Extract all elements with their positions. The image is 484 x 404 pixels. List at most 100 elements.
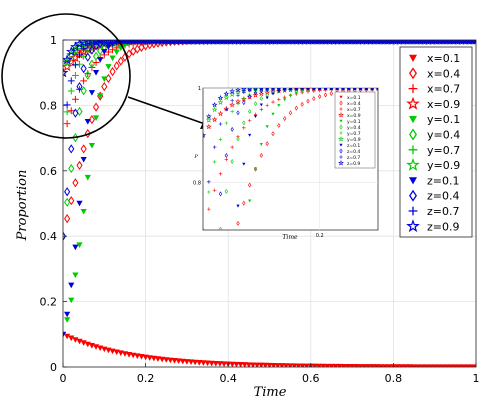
data-point — [97, 57, 104, 63]
data-point — [175, 40, 182, 45]
inset-data-point — [218, 191, 223, 197]
inset-data-point — [323, 88, 328, 91]
inset-data-point — [329, 88, 334, 91]
data-point — [105, 40, 112, 45]
data-point — [229, 40, 236, 45]
data-point — [241, 40, 248, 45]
x-tick-label: 0.4 — [219, 372, 237, 385]
data-point — [220, 40, 228, 45]
data-point — [196, 360, 203, 366]
inset-data-point — [306, 98, 310, 104]
data-point — [245, 40, 252, 45]
data-point — [315, 40, 323, 45]
inset-data-point — [224, 157, 229, 162]
data-point — [299, 40, 306, 45]
inset-data-point — [248, 108, 252, 114]
data-point — [80, 156, 87, 163]
inset-legend-item: z=0.1 — [339, 143, 360, 149]
data-point — [423, 40, 430, 45]
inset-data-point — [253, 88, 258, 91]
data-point — [307, 40, 315, 45]
data-point — [452, 40, 459, 45]
data-point — [257, 40, 265, 44]
inset-y-tick-label: 1 — [198, 86, 201, 92]
data-point — [78, 40, 89, 47]
data-point — [212, 40, 219, 45]
data-point — [423, 40, 430, 45]
data-point — [220, 40, 228, 44]
data-point — [348, 40, 356, 45]
data-point — [336, 40, 343, 45]
data-point — [150, 40, 157, 45]
data-point — [64, 197, 71, 207]
data-point — [212, 40, 220, 44]
data-point — [274, 40, 282, 44]
data-point — [68, 297, 75, 304]
data-point — [204, 40, 211, 44]
inset-data-point — [300, 90, 304, 93]
inset-data-point — [259, 88, 264, 91]
data-point — [179, 358, 186, 365]
inset-data-point — [312, 88, 316, 91]
data-point — [121, 40, 129, 45]
data-point — [101, 49, 108, 55]
inset-data-point — [242, 96, 246, 101]
data-point — [195, 40, 203, 44]
legend-item: y=0.1 — [409, 113, 460, 126]
inset-data-point — [288, 88, 293, 91]
data-point — [80, 77, 88, 85]
data-point — [373, 40, 381, 45]
inset-data-point — [271, 92, 275, 96]
data-point — [320, 40, 327, 45]
legend-label: z=0.7 — [427, 205, 459, 218]
inset-data-point — [236, 93, 240, 98]
inset-data-point — [259, 88, 263, 94]
inset-data-point — [207, 207, 211, 211]
data-point — [68, 335, 75, 342]
inset-data-point — [230, 126, 234, 132]
x-tick-label: 0.2 — [137, 372, 155, 385]
inset-data-point — [242, 162, 246, 166]
zoom-arrow-line — [127, 96, 206, 125]
inset-data-point — [329, 88, 333, 91]
data-point — [266, 40, 273, 44]
inset-data-point — [248, 94, 252, 100]
inset-data-point — [247, 88, 253, 92]
data-point — [63, 61, 73, 72]
legend-marker — [409, 116, 417, 124]
data-point — [142, 40, 149, 45]
data-point — [76, 60, 83, 68]
data-point — [286, 40, 294, 45]
data-point — [468, 40, 476, 45]
data-point — [323, 40, 331, 44]
data-point — [328, 40, 335, 45]
data-point — [228, 40, 236, 44]
inset-data-point — [288, 88, 293, 91]
inset-legend-marker — [339, 100, 343, 106]
series-z-0_4 — [63, 40, 476, 241]
inset-data-point — [300, 101, 304, 107]
inset-legend-marker — [339, 95, 343, 99]
inset-legend-item: z=0.9 — [338, 159, 360, 167]
data-point — [216, 361, 224, 367]
data-point — [270, 40, 278, 44]
data-point — [278, 40, 285, 45]
data-point — [472, 364, 476, 367]
data-point — [70, 41, 81, 52]
inset-legend-marker — [339, 148, 343, 154]
y-tick-label: 0 — [50, 361, 57, 374]
inset-data-point — [236, 136, 240, 142]
data-point — [68, 163, 75, 174]
data-point — [72, 244, 79, 251]
data-point — [204, 360, 211, 367]
data-point — [237, 40, 244, 44]
data-point — [249, 40, 257, 45]
data-point — [224, 40, 232, 45]
data-point — [171, 358, 178, 364]
inset-legend-marker — [339, 143, 343, 147]
data-point — [154, 40, 162, 45]
legend-marker — [408, 84, 418, 93]
x-tick-label: 1 — [473, 372, 480, 385]
data-point — [88, 59, 95, 69]
data-point — [63, 56, 73, 67]
